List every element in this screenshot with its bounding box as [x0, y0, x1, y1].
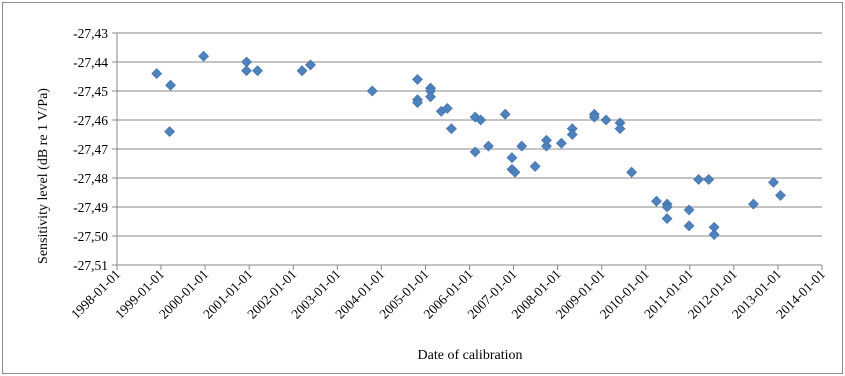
data-point: [500, 109, 510, 119]
data-point: [242, 66, 252, 76]
y-tick-label: -27,44: [73, 55, 108, 70]
y-tick-label: -27,49: [73, 200, 108, 215]
x-axis-label: Date of calibration: [418, 348, 523, 363]
y-tick-label: -27,48: [73, 171, 108, 186]
y-tick-label: -27,45: [73, 84, 108, 99]
gridlines: [117, 33, 822, 236]
data-point: [556, 138, 566, 148]
data-point: [704, 174, 714, 184]
x-axis-ticks: 1998-01-011999-01-012000-01-012001-01-01…: [68, 265, 828, 322]
data-point: [426, 92, 436, 102]
data-point: [413, 74, 423, 84]
data-point: [483, 141, 493, 151]
data-point: [530, 161, 540, 171]
data-point: [684, 205, 694, 215]
data-point: [651, 196, 661, 206]
data-point: [297, 66, 307, 76]
data-point: [694, 174, 704, 184]
y-tick-label: -27,43: [73, 26, 108, 41]
data-point: [567, 130, 577, 140]
data-points: [152, 51, 786, 239]
y-tick-label: -27,51: [73, 258, 108, 273]
data-point: [776, 190, 786, 200]
data-point: [367, 86, 377, 96]
data-point: [507, 153, 517, 163]
data-point: [470, 147, 480, 157]
data-point: [769, 177, 779, 187]
data-point: [684, 221, 694, 231]
data-point: [748, 199, 758, 209]
y-tick-label: -27,50: [73, 229, 108, 244]
data-point: [615, 124, 625, 134]
y-axis-label: Sensitivity level (dB re 1 V/Pa): [36, 88, 51, 264]
data-point: [152, 69, 162, 79]
data-point: [166, 80, 176, 90]
y-tick-label: -27,47: [73, 142, 108, 157]
y-tick-label: -27,46: [73, 113, 108, 128]
data-point: [253, 66, 263, 76]
data-point: [199, 51, 209, 61]
data-point: [662, 214, 672, 224]
data-point: [709, 230, 719, 240]
y-axis-ticks: -27,43 -27,44 -27,45 -27,46 -27,47 -27,48 -27,…: [73, 26, 117, 273]
data-point: [165, 127, 175, 137]
data-point: [517, 141, 527, 151]
data-point: [541, 141, 551, 151]
data-point: [446, 124, 456, 134]
data-point: [601, 115, 611, 125]
data-point: [306, 60, 316, 70]
data-point: [627, 167, 637, 177]
